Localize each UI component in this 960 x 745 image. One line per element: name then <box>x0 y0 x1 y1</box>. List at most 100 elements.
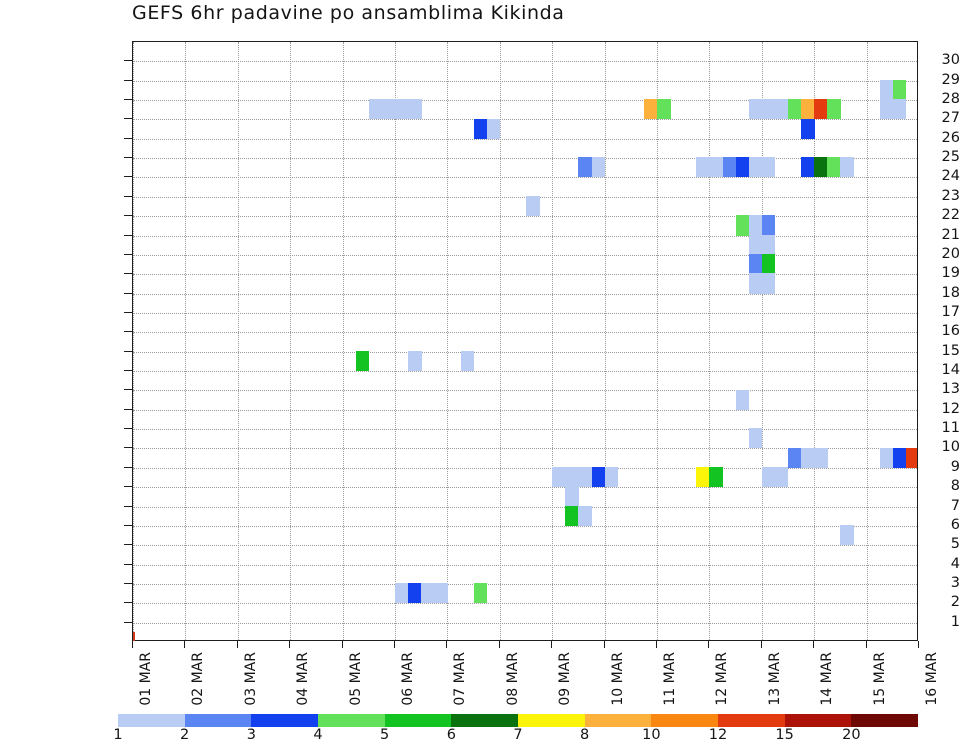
y-tick-label: 9 <box>950 458 960 475</box>
y-tick-label: 14 <box>941 362 960 379</box>
heatmap-cell <box>408 350 422 372</box>
heatmap-cell <box>434 583 448 604</box>
heatmap-cell <box>578 505 592 526</box>
gridlines <box>133 42 917 640</box>
heatmap-cell <box>473 583 488 604</box>
horizontal-gridline <box>133 158 917 160</box>
y-tick-mark <box>124 79 133 81</box>
heatmap-cells <box>133 42 917 640</box>
horizontal-gridline <box>133 448 917 450</box>
y-tick-mark <box>124 331 133 333</box>
heatmap-cell <box>709 157 723 178</box>
x-tick-mark <box>918 641 919 648</box>
heatmap-cell <box>801 157 815 178</box>
horizontal-gridline <box>133 467 917 469</box>
heatmap-cell <box>840 525 854 546</box>
vertical-gridline <box>657 42 658 640</box>
heatmap-cell <box>774 467 789 488</box>
y-tick-mark <box>124 621 133 623</box>
y-tick-mark <box>124 253 133 255</box>
heatmap-cell <box>395 583 409 604</box>
horizontal-gridline <box>133 351 917 353</box>
heatmap-cell <box>748 99 763 120</box>
y-tick-label: 7 <box>950 497 960 514</box>
x-tick-label: 13 MAR <box>766 652 783 706</box>
heatmap-cell <box>801 99 815 120</box>
y-tick-mark <box>124 408 133 410</box>
vertical-gridline <box>604 42 606 640</box>
x-tick-label: 03 MAR <box>242 652 259 706</box>
y-tick-label: 17 <box>941 303 960 320</box>
heatmap-cell <box>408 583 422 604</box>
y-tick-mark <box>124 447 133 449</box>
y-tick-label: 13 <box>941 381 960 398</box>
colorbar-tick-label: 15 <box>775 727 794 743</box>
vertical-gridline <box>866 42 868 640</box>
colorbar-tick-label: 20 <box>842 727 861 743</box>
heatmap-cell <box>735 157 750 178</box>
colorbar-swatch <box>184 714 252 727</box>
x-tick-label: 04 MAR <box>295 652 312 706</box>
x-tick-label: 06 MAR <box>400 652 416 706</box>
colorbar-tick-label: 10 <box>642 727 661 743</box>
colorbar-swatch <box>317 714 385 727</box>
y-tick-mark <box>124 311 133 313</box>
heatmap-cell <box>591 467 606 488</box>
vertical-gridline <box>133 42 134 640</box>
x-tick-label: 10 MAR <box>609 652 626 706</box>
heatmap-cell <box>565 486 579 507</box>
heatmap-cell <box>748 273 763 294</box>
x-tick-label: 01 MAR <box>138 652 154 706</box>
colorbar-tick-label: 7 <box>513 727 523 743</box>
heatmap-cell <box>761 254 776 275</box>
heatmap-cell <box>696 157 710 178</box>
heatmap-cell <box>814 99 828 120</box>
y-tick-label: 1 <box>950 613 960 630</box>
vertical-gridline <box>185 42 187 640</box>
horizontal-gridline <box>133 80 917 82</box>
colorbar <box>118 714 918 727</box>
origin-marker <box>133 632 135 641</box>
horizontal-gridline <box>133 525 917 527</box>
vertical-gridline <box>814 42 816 640</box>
heatmap-cell <box>879 79 894 101</box>
heatmap-cell <box>840 157 854 178</box>
x-tick-mark <box>184 641 186 648</box>
heatmap-cell <box>604 467 619 488</box>
heatmap-cell <box>421 583 435 604</box>
heatmap-cell <box>905 447 917 468</box>
horizontal-gridline <box>133 622 917 624</box>
vertical-gridline <box>290 42 292 640</box>
y-tick-label: 8 <box>950 478 960 495</box>
y-tick-mark <box>124 292 133 294</box>
colorbar-tick-label: 5 <box>380 727 390 743</box>
x-tick-label: 05 MAR <box>347 652 364 706</box>
y-tick-mark <box>124 602 133 604</box>
colorbar-swatch <box>118 714 185 727</box>
colorbar-tick-label: 6 <box>446 727 456 743</box>
horizontal-gridline <box>133 196 917 198</box>
x-tick-label: 07 MAR <box>452 652 469 706</box>
heatmap-cell <box>591 157 606 178</box>
x-tick-mark <box>551 641 553 648</box>
y-tick-mark <box>124 118 133 120</box>
vertical-gridline <box>447 42 449 640</box>
colorbar-swatch <box>784 714 852 727</box>
x-tick-mark <box>498 641 500 648</box>
x-tick-mark <box>813 641 815 648</box>
heatmap-cell <box>748 215 763 236</box>
horizontal-gridline <box>133 274 917 276</box>
y-tick-label: 6 <box>950 516 960 533</box>
x-tick-mark <box>708 641 710 648</box>
x-tick-label: 12 MAR <box>714 652 731 706</box>
colorbar-tick-label: 12 <box>708 727 728 743</box>
colorbar-tick-label: 3 <box>246 727 256 743</box>
vertical-gridline <box>552 42 554 640</box>
heatmap-cell <box>748 254 763 275</box>
x-tick-label: 16 MAR <box>924 652 940 706</box>
y-tick-mark <box>124 544 133 546</box>
heatmap-cell <box>643 99 658 120</box>
y-tick-label: 12 <box>941 400 960 417</box>
heatmap-cell <box>761 215 776 236</box>
x-tick-mark <box>760 641 762 648</box>
